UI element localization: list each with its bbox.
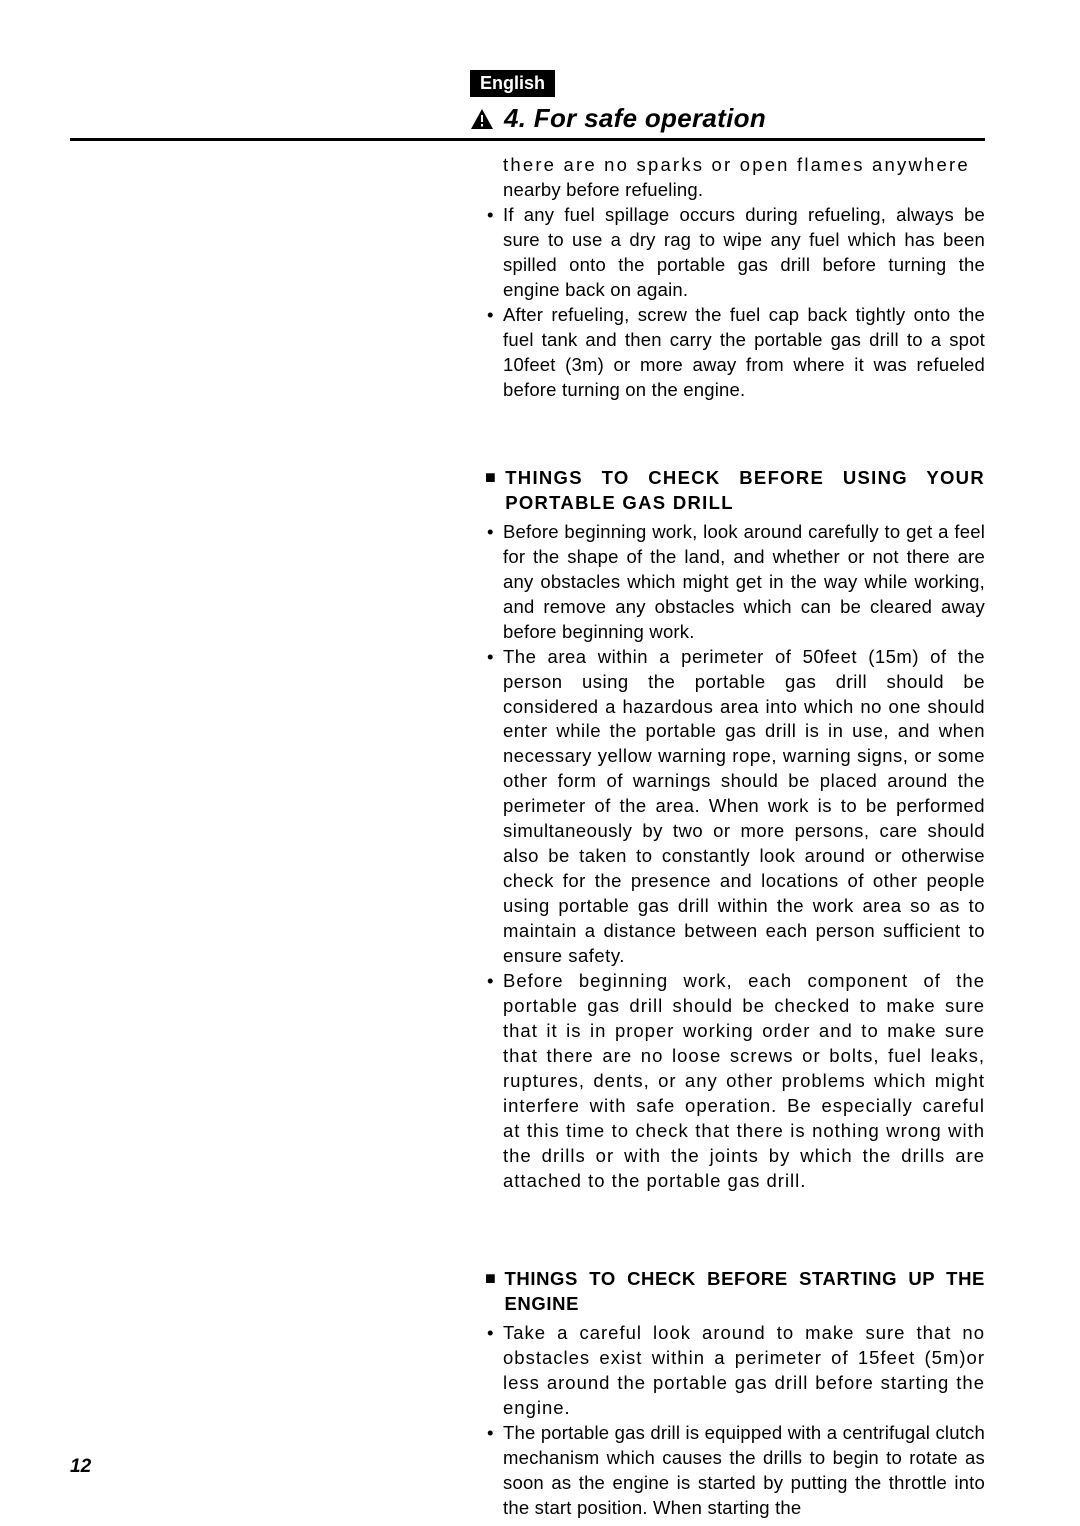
- list-item: Before beginning work, each component of…: [485, 969, 985, 1194]
- page-container: English 4. For safe operation there are …: [0, 0, 1080, 1526]
- header-area: English 4. For safe operation: [470, 70, 985, 134]
- intro-continuation-l2: nearby before refueling.: [503, 178, 985, 203]
- section-title: 4. For safe operation: [504, 103, 766, 134]
- subsection-heading: THINGS TO CHECK BEFORE USING YOUR PORTAB…: [485, 465, 985, 516]
- bullet-list: Take a careful look around to make sure …: [485, 1321, 985, 1521]
- warning-triangle-icon: [470, 108, 494, 130]
- subsection-heading: THINGS TO CHECK BEFORE STARTING UP THE E…: [485, 1266, 985, 1317]
- page-number: 12: [70, 1456, 91, 1478]
- section-title-row: 4. For safe operation: [470, 103, 985, 134]
- intro-continuation-l1: there are no sparks or open flames anywh…: [503, 153, 985, 178]
- list-item: Take a careful look around to make sure …: [485, 1321, 985, 1421]
- bullet-list: Before beginning work, look around caref…: [485, 520, 985, 1194]
- subsection-check-before-start: THINGS TO CHECK BEFORE STARTING UP THE E…: [485, 1266, 985, 1521]
- language-badge: English: [470, 70, 555, 97]
- content-column: there are no sparks or open flames anywh…: [485, 153, 985, 1521]
- list-item: The area within a perimeter of 50feet (1…: [485, 645, 985, 970]
- subsection-check-before-use: THINGS TO CHECK BEFORE USING YOUR PORTAB…: [485, 465, 985, 1194]
- square-bullet-icon: [485, 1266, 496, 1291]
- list-item: Before beginning work, look around caref…: [485, 520, 985, 645]
- intro-bullet-list: If any fuel spillage occurs during refue…: [485, 203, 985, 403]
- subsection-heading-text: THINGS TO CHECK BEFORE USING YOUR PORTAB…: [505, 465, 985, 516]
- subsection-heading-text: THINGS TO CHECK BEFORE STARTING UP THE E…: [504, 1266, 985, 1317]
- square-bullet-icon: [485, 465, 497, 490]
- list-item: The portable gas drill is equipped with …: [485, 1421, 985, 1521]
- list-item: After refueling, screw the fuel cap back…: [485, 303, 985, 403]
- list-item: If any fuel spillage occurs during refue…: [485, 203, 985, 303]
- horizontal-rule: [70, 138, 985, 141]
